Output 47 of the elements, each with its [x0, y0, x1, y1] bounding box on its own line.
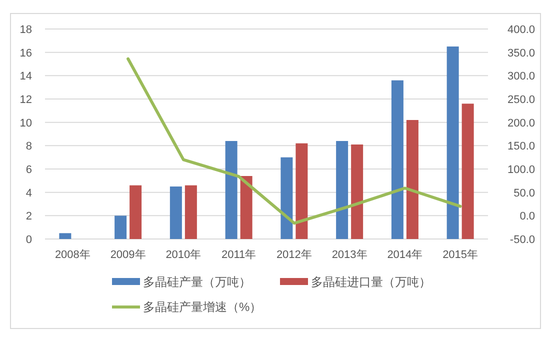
legend-label: 多晶硅产量增速（%）: [143, 300, 262, 314]
y2-tick-label: 350.0: [507, 47, 535, 60]
bar: [114, 216, 127, 239]
y2-tick-label: 50.0: [514, 187, 535, 200]
bar: [240, 176, 252, 239]
y2-tick-label: 150.0: [507, 140, 535, 153]
y-tick-label: 10: [20, 117, 32, 130]
y-tick-label: 14: [20, 70, 32, 83]
bar: [446, 46, 459, 239]
x-tick-label: 2009年: [110, 249, 146, 261]
bar: [130, 185, 142, 239]
x-tick-label: 2011年: [221, 249, 256, 261]
x-tick-label: 2013年: [332, 249, 368, 261]
bar: [225, 141, 238, 239]
y-tick-label: 12: [20, 94, 32, 106]
bar: [280, 157, 293, 239]
y2-tick-label: -50.0: [510, 234, 535, 246]
legend-label: 多晶硅产量（万吨）: [143, 275, 251, 289]
legend-label: 多晶硅进口量（万吨）: [311, 275, 431, 289]
bar: [184, 185, 197, 239]
y-tick-label: 2: [26, 210, 32, 223]
y-tick-label: 6: [26, 164, 32, 176]
bar: [336, 141, 348, 239]
y2-tick-label: 400.0: [507, 24, 535, 36]
y2-tick-label: 200.0: [507, 117, 535, 130]
y2-tick-label: 300.0: [507, 70, 535, 83]
x-tick-label: 2008年: [54, 249, 90, 261]
bar: [462, 104, 474, 239]
x-tick-label: 2015年: [442, 249, 478, 261]
bar: [391, 80, 404, 239]
y2-tick-label: 100.0: [507, 164, 535, 176]
bar: [296, 143, 308, 239]
line-series: [126, 57, 462, 225]
bar: [170, 186, 182, 239]
y-tick-label: 18: [20, 24, 32, 36]
x-tick-label: 2012年: [276, 249, 312, 261]
y-tick-label: 16: [20, 47, 32, 60]
bar: [59, 233, 72, 239]
y2-tick-label: 250.0: [507, 94, 535, 106]
x-tick-label: 2014年: [387, 249, 423, 261]
y-tick-label: 0: [26, 234, 32, 246]
y-tick-label: 4: [26, 187, 32, 200]
x-tick-label: 2010年: [166, 249, 202, 261]
y-tick-label: 8: [26, 140, 32, 153]
bar: [351, 144, 364, 239]
bar: [406, 120, 418, 239]
y2-tick-label: 0.0: [520, 210, 535, 223]
